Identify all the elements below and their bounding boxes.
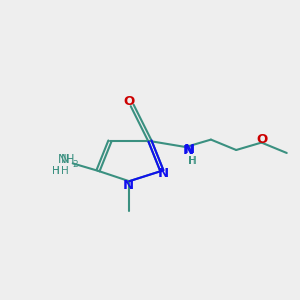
- Text: H: H: [61, 166, 69, 176]
- Text: H: H: [52, 166, 59, 176]
- Text: NH: NH: [58, 153, 76, 166]
- Text: N: N: [183, 143, 194, 157]
- Text: H: H: [188, 156, 196, 166]
- Text: 2: 2: [72, 160, 78, 169]
- Text: H: H: [189, 156, 196, 166]
- Text: N: N: [184, 143, 195, 156]
- Text: O: O: [123, 95, 134, 108]
- Text: H: H: [52, 166, 60, 176]
- Text: N: N: [158, 167, 169, 180]
- Text: O: O: [257, 133, 268, 146]
- Text: N: N: [61, 153, 70, 166]
- Text: N: N: [123, 178, 134, 192]
